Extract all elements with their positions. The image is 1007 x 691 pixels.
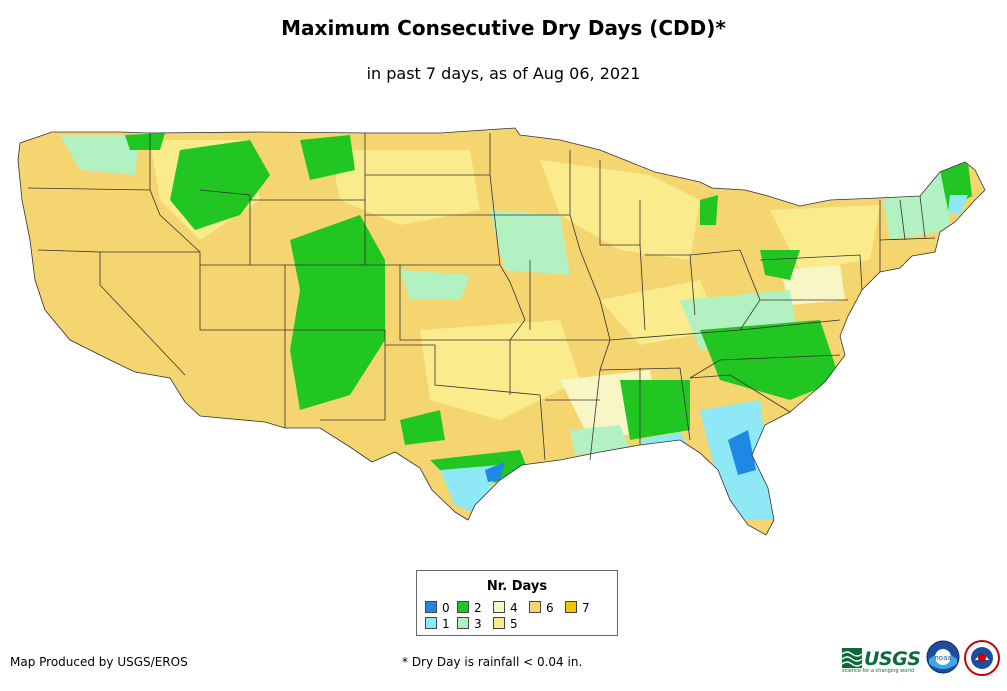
legend-item-7: 7	[565, 601, 590, 615]
legend-label-5: 5	[510, 617, 518, 631]
legend-label-2: 2	[474, 601, 482, 615]
legend-item-2: 2	[457, 601, 482, 615]
legend-swatch-0	[425, 601, 437, 613]
map-subtitle: in past 7 days, as of Aug 06, 2021	[366, 64, 641, 83]
zone-5-days	[150, 140, 880, 420]
legend-label-6: 6	[546, 601, 554, 615]
legend-swatch-3	[457, 617, 469, 629]
state-boundaries	[17, 127, 986, 536]
legend-item-1: 1	[425, 617, 450, 631]
svg-text:noaa: noaa	[934, 654, 951, 662]
legend-swatch-4	[493, 601, 505, 613]
legend-label-1: 1	[442, 617, 450, 631]
footnote-text: * Dry Day is rainfall < 0.04 in.	[402, 655, 583, 669]
credit-text: Map Produced by USGS/EROS	[10, 655, 188, 669]
map-title: Maximum Consecutive Dry Days (CDD)*	[281, 16, 726, 40]
legend-swatch-7	[565, 601, 577, 613]
legend-swatch-1	[425, 617, 437, 629]
legend-label-0: 0	[442, 601, 450, 615]
zone-2-days	[125, 133, 972, 490]
nws-logo	[964, 640, 1000, 676]
agency-logos: USGS science for a changing world noaa	[842, 638, 1002, 678]
legend-swatch-5	[493, 617, 505, 629]
legend-label-7: 7	[582, 601, 590, 615]
legend: Nr. Days 0 1 2 3 4 5 6 7	[416, 570, 618, 636]
legend-item-0: 0	[425, 601, 450, 615]
usgs-wave-icon	[842, 648, 862, 668]
noaa-logo: noaa	[926, 640, 960, 674]
legend-swatch-2	[457, 601, 469, 613]
legend-title: Nr. Days	[486, 579, 548, 594]
usgs-text: USGS	[864, 648, 921, 670]
legend-label-4: 4	[510, 601, 518, 615]
usgs-tagline: science for a changing world	[842, 668, 914, 674]
dry-day-zones	[60, 133, 972, 520]
legend-item-5: 5	[493, 617, 518, 631]
legend-item-6: 6	[529, 601, 554, 615]
legend-item-3: 3	[457, 617, 482, 631]
cdd-map	[17, 127, 986, 536]
legend-item-4: 4	[493, 601, 518, 615]
zone-3-days	[60, 135, 950, 455]
legend-swatch-6	[529, 601, 541, 613]
legend-label-3: 3	[474, 617, 482, 631]
